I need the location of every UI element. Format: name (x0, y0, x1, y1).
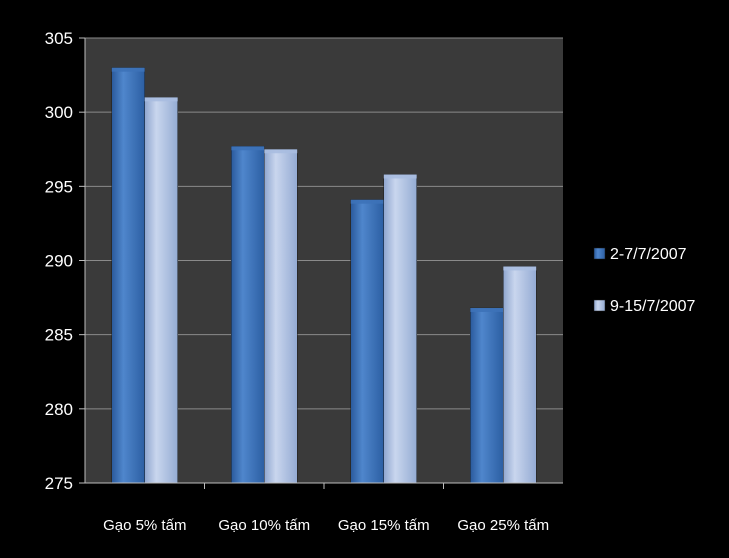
legend: 2-7/7/2007 9-15/7/2007 (593, 246, 696, 315)
bar (111, 67, 145, 484)
bar-top-highlight (383, 174, 417, 179)
y-tick-label: 285 (45, 326, 73, 345)
bar-top-highlight (144, 97, 178, 102)
x-tick-labels: Gạo 5% tấm Gạo 10% tấm Gạo 15% tấm Gạo 25% … (103, 517, 549, 534)
bar (144, 97, 178, 484)
bar-top-highlight (231, 146, 265, 151)
legend-label: 2-7/7/2007 (610, 246, 687, 263)
legend-label: 9-15/7/2007 (610, 298, 696, 315)
legend-swatch (593, 247, 606, 260)
bar (503, 266, 537, 484)
bar-top-highlight (111, 67, 145, 72)
x-tick-label: Gạo 15% tấm (338, 517, 430, 534)
y-tick-labels: 275 280 285 290 295 300 305 (45, 29, 73, 493)
y-tick-label: 280 (45, 400, 73, 419)
bar (470, 307, 504, 484)
x-tick-label: Gạo 10% tấm (218, 517, 310, 534)
bar-top-highlight (264, 149, 298, 154)
y-tick-label: 300 (45, 103, 73, 122)
bar-top-highlight (470, 307, 504, 312)
bar (231, 146, 265, 484)
bar-top-highlight (350, 199, 384, 204)
legend-swatch (593, 299, 606, 312)
y-tick-label: 295 (45, 177, 73, 196)
bar-top-highlight (503, 266, 537, 271)
y-tick-label: 290 (45, 252, 73, 271)
axes (84, 38, 563, 484)
y-tick-label: 305 (45, 29, 73, 48)
x-tick-label: Gạo 25% tấm (457, 517, 549, 534)
bars (111, 67, 537, 484)
bar (383, 174, 417, 484)
bar (264, 149, 298, 484)
bar (350, 199, 384, 484)
y-tick-label: 275 (45, 474, 73, 493)
x-tick-label: Gạo 5% tấm (103, 517, 186, 534)
